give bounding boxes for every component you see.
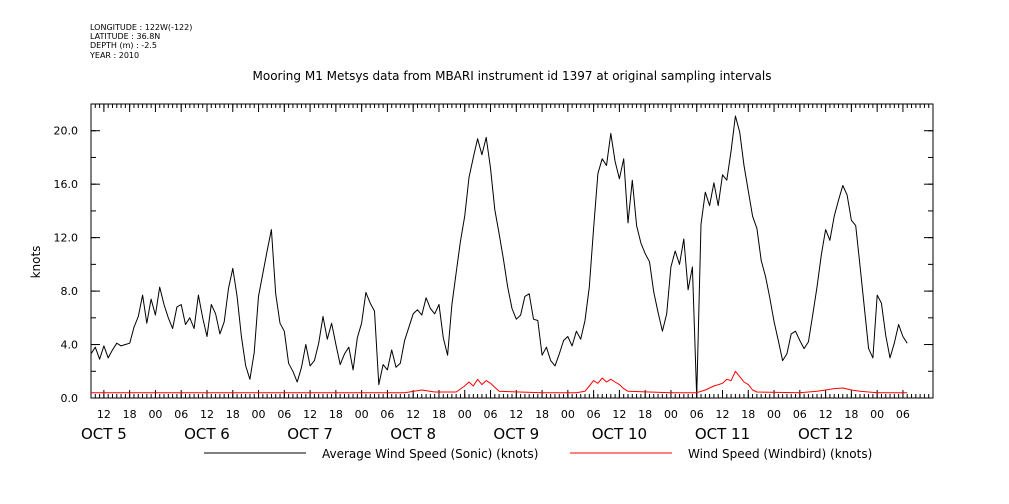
y-tick-label: 0.0 (61, 392, 79, 405)
x-tick-label: 00 (664, 408, 678, 421)
x-tick-label: 00 (870, 408, 884, 421)
x-tick-label: 06 (277, 408, 291, 421)
y-tick-label: 8.0 (61, 285, 79, 298)
x-tick-label: 18 (844, 408, 858, 421)
meta-latitude: LATITUDE : 36.8N (90, 32, 160, 41)
x-tick-label: 18 (638, 408, 652, 421)
x-tick-label: 00 (767, 408, 781, 421)
x-tick-label: 06 (174, 408, 188, 421)
x-tick-label: 12 (97, 408, 111, 421)
y-axis-label: knots (29, 246, 43, 279)
y-tick-label: 12.0 (54, 232, 79, 245)
x-tick-label: 12 (819, 408, 833, 421)
chart-title: Mooring M1 Metsys data from MBARI instru… (253, 69, 772, 83)
x-tick-label: 12 (612, 408, 626, 421)
series-line-sonic (90, 115, 908, 398)
metadata-block: LONGITUDE : 122W(-122) LATITUDE : 36.8N … (89, 23, 192, 60)
x-tick-label: 00 (148, 408, 162, 421)
meta-longitude: LONGITUDE : 122W(-122) (90, 23, 192, 32)
day-label: OCT 5 (81, 425, 127, 443)
x-tick-label: 12 (716, 408, 730, 421)
plot-frame (90, 103, 934, 399)
x-tick-label: 06 (896, 408, 910, 421)
x-tick-label: 06 (380, 408, 394, 421)
x-tick-label: 12 (303, 408, 317, 421)
x-tick-label: 00 (458, 408, 472, 421)
series-line-windbird (91, 370, 908, 394)
x-tick-label: 00 (252, 408, 266, 421)
x-tick-label: 06 (484, 408, 498, 421)
day-label: OCT 8 (390, 425, 436, 443)
meta-depth: DEPTH (m) : -2.5 (90, 41, 157, 50)
x-tick-label: 12 (406, 408, 420, 421)
x-tick-label: 18 (329, 408, 343, 421)
x-tick-label: 18 (432, 408, 446, 421)
x-tick-label: 00 (561, 408, 575, 421)
x-tick-label: 06 (690, 408, 704, 421)
x-tick-label: 18 (226, 408, 240, 421)
meta-year: YEAR : 2010 (89, 51, 139, 60)
y-tick-label: 4.0 (61, 339, 79, 352)
legend-label-windbird: Wind Speed (Windbird) (knots) (688, 447, 872, 461)
day-label: OCT 10 (592, 425, 647, 443)
y-tick-label: 20.0 (54, 125, 79, 138)
series-layer (90, 115, 908, 398)
minor-ticks (90, 103, 934, 399)
x-tick-label: 06 (587, 408, 601, 421)
day-label: OCT 6 (184, 425, 230, 443)
legend: Average Wind Speed (Sonic) (knots) Wind … (204, 447, 872, 461)
x-tick-label: 06 (793, 408, 807, 421)
x-tick-label: 18 (123, 408, 137, 421)
day-label: OCT 7 (287, 425, 333, 443)
y-tick-label: 16.0 (54, 178, 79, 191)
x-tick-label: 00 (355, 408, 369, 421)
x-tick-label: 12 (509, 408, 523, 421)
day-label: OCT 12 (798, 425, 853, 443)
x-tick-label: 18 (741, 408, 755, 421)
x-axis-ticks: 12 18 00 06 12 18 00 06 12 18 00 06 12 18 00 06 12 18 00 06… (81, 104, 910, 443)
x-tick-label: 12 (200, 408, 214, 421)
x-tick-label: 18 (535, 408, 549, 421)
y-axis-ticks: 0.0 4.0 8.0 12.0 16.0 20.0 (54, 125, 933, 405)
day-label: OCT 11 (695, 425, 750, 443)
legend-label-sonic: Average Wind Speed (Sonic) (knots) (322, 447, 538, 461)
day-label: OCT 9 (493, 425, 539, 443)
